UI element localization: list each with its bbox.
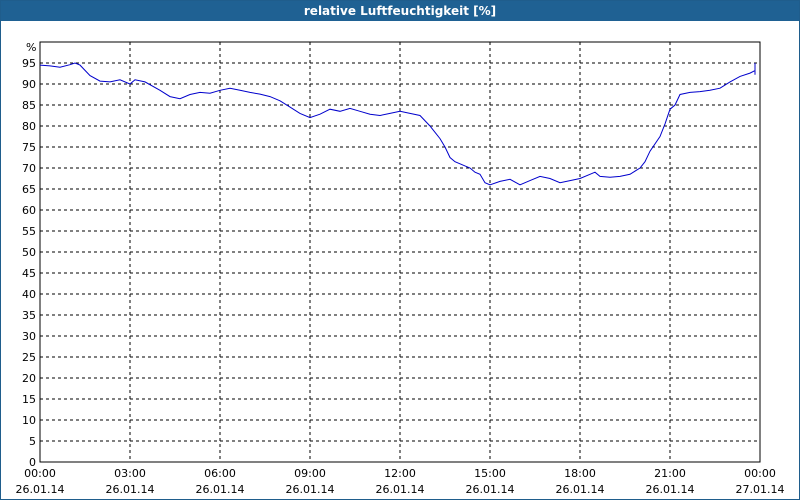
y-tick-label: 75 xyxy=(22,141,36,154)
x-tick-date: 26.01.14 xyxy=(466,483,515,496)
x-tick-date: 26.01.14 xyxy=(16,483,65,496)
y-tick-label: 40 xyxy=(22,288,36,301)
chart-title: relative Luftfeuchtigkeit [%] xyxy=(1,1,799,21)
y-tick-label: 50 xyxy=(22,246,36,259)
y-tick-label: 85 xyxy=(22,99,36,112)
y-tick-label: 55 xyxy=(22,225,36,238)
x-tick-date: 26.01.14 xyxy=(196,483,245,496)
y-tick-label: 30 xyxy=(22,330,36,343)
y-tick-label: 95 xyxy=(22,57,36,70)
y-tick-label: 20 xyxy=(22,372,36,385)
x-tick-date: 26.01.14 xyxy=(376,483,425,496)
x-tick-time: 15:00 xyxy=(474,467,506,480)
x-tick-time: 00:00 xyxy=(744,467,776,480)
y-tick-label: 60 xyxy=(22,204,36,217)
x-tick-date: 26.01.14 xyxy=(556,483,605,496)
x-tick-date: 26.01.14 xyxy=(646,483,695,496)
y-tick-label: 80 xyxy=(22,120,36,133)
y-tick-label: 70 xyxy=(22,162,36,175)
y-tick-label: 25 xyxy=(22,351,36,364)
x-tick-time: 00:00 xyxy=(24,467,56,480)
x-tick-time: 06:00 xyxy=(204,467,236,480)
x-tick-time: 09:00 xyxy=(294,467,326,480)
x-tick-time: 21:00 xyxy=(654,467,686,480)
y-tick-label: 5 xyxy=(29,435,36,448)
series-line-humidity xyxy=(39,62,756,186)
x-tick-time: 12:00 xyxy=(384,467,416,480)
x-tick-date: 27.01.14 xyxy=(736,483,785,496)
y-tick-label: 0 xyxy=(29,456,36,469)
x-tick-time: 03:00 xyxy=(114,467,146,480)
y-axis-label: % xyxy=(26,41,36,54)
x-tick-time: 18:00 xyxy=(564,467,596,480)
y-tick-label: 15 xyxy=(22,393,36,406)
x-tick-date: 26.01.14 xyxy=(106,483,155,496)
y-tick-label: 45 xyxy=(22,267,36,280)
y-tick-label: 90 xyxy=(22,78,36,91)
y-tick-label: 35 xyxy=(22,309,36,322)
y-tick-label: 65 xyxy=(22,183,36,196)
y-tick-label: 10 xyxy=(22,414,36,427)
grid xyxy=(40,42,760,462)
x-axis-ticks: 00:00 26.01.14 03:00 26.01.14 06:00 26.01.14 0… xyxy=(16,467,785,496)
y-axis-ticks: 0 5 10 15 20 25 30 35 40 45 50 55 60 65 70 75 80 85 90 95 xyxy=(22,57,36,469)
x-tick-date: 26.01.14 xyxy=(286,483,335,496)
